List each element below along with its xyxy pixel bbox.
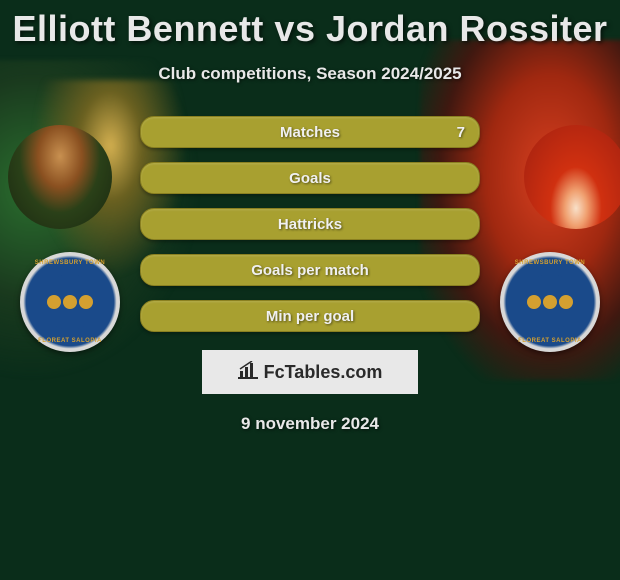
stat-bar-min-per-goal: Min per goal (140, 300, 480, 332)
stat-bar-goals: Goals (140, 162, 480, 194)
lion-icon (47, 295, 61, 309)
stats-container: Matches 7 Goals Hattricks Goals per matc… (140, 116, 480, 332)
stat-bar-matches: Matches 7 (140, 116, 480, 148)
lion-icon (543, 295, 557, 309)
player-photo-left-image (8, 125, 112, 229)
club-right-name-top: SHREWSBURY TOWN (500, 260, 600, 266)
site-name: FcTables.com (264, 362, 383, 383)
date-text: 9 november 2024 (0, 414, 620, 434)
club-left-inner (42, 274, 98, 330)
player-photo-right (524, 125, 620, 229)
club-logo-left: SHREWSBURY TOWN FLOREAT SALOPIA (20, 252, 120, 352)
club-logo-right: SHREWSBURY TOWN FLOREAT SALOPIA (500, 252, 600, 352)
lion-icon (79, 295, 93, 309)
stat-label: Goals per match (251, 262, 369, 279)
page-title: Elliott Bennett vs Jordan Rossiter (0, 0, 620, 50)
stat-bar-goals-per-match: Goals per match (140, 254, 480, 286)
club-left-name-top: SHREWSBURY TOWN (20, 260, 120, 266)
stat-label: Min per goal (266, 308, 354, 325)
stat-label: Matches (280, 124, 340, 141)
subtitle: Club competitions, Season 2024/2025 (0, 64, 620, 84)
lion-icon (527, 295, 541, 309)
stat-value-right: 7 (457, 124, 465, 141)
player-photo-right-image (524, 125, 620, 229)
lion-icon (63, 295, 77, 309)
player-photo-left (8, 125, 112, 229)
lion-icon (559, 295, 573, 309)
club-right-inner (522, 274, 578, 330)
chart-icon (238, 361, 258, 384)
stat-label: Hattricks (278, 216, 342, 233)
stat-bar-hattricks: Hattricks (140, 208, 480, 240)
site-attribution: FcTables.com (202, 350, 418, 394)
stat-label: Goals (289, 170, 331, 187)
club-right-name-bottom: FLOREAT SALOPIA (500, 338, 600, 344)
club-left-name-bottom: FLOREAT SALOPIA (20, 338, 120, 344)
